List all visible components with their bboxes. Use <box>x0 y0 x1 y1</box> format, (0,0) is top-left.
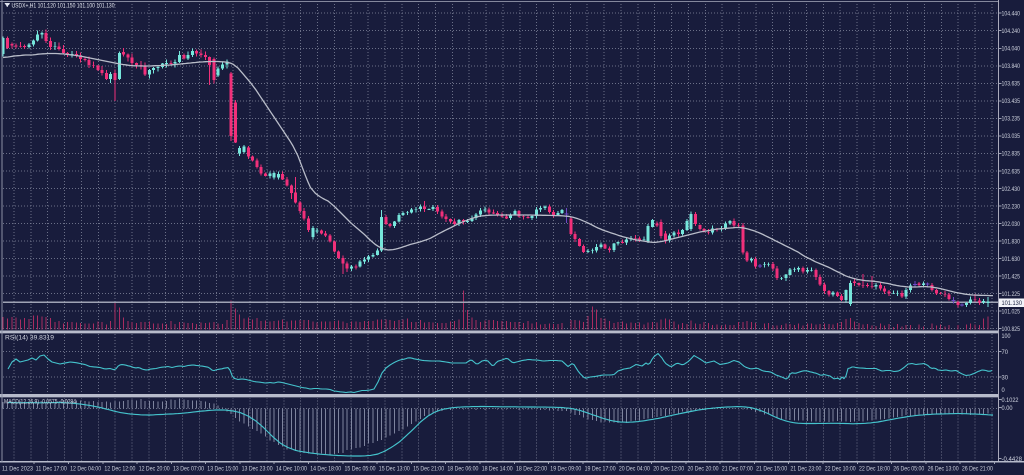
svg-text:26 Dec 05:00: 26 Dec 05:00 <box>893 466 924 473</box>
svg-text:22 Dec 10:00: 22 Dec 10:00 <box>825 466 856 473</box>
svg-text:-0.4428: -0.4428 <box>1002 456 1023 463</box>
svg-text:101.830: 101.830 <box>1002 238 1021 245</box>
svg-text:20 Dec 04:00: 20 Dec 04:00 <box>619 466 650 473</box>
svg-text:103.635: 103.635 <box>1002 81 1021 88</box>
svg-text:12 Dec 04:00: 12 Dec 04:00 <box>70 466 101 473</box>
svg-text:RSI(14) 39.8319: RSI(14) 39.8319 <box>5 334 54 341</box>
svg-text:100.825: 100.825 <box>1002 326 1021 333</box>
svg-text:18 Dec 22:00: 18 Dec 22:00 <box>516 466 547 473</box>
svg-text:102.835: 102.835 <box>1002 151 1021 158</box>
svg-text:11 Dec 17:00: 11 Dec 17:00 <box>36 466 67 473</box>
svg-text:13 Dec 23:00: 13 Dec 23:00 <box>242 466 273 473</box>
svg-text:101.025: 101.025 <box>1002 309 1021 316</box>
svg-text:26 Dec 13:00: 26 Dec 13:00 <box>928 466 959 473</box>
svg-text:14 Dec 10:00: 14 Dec 10:00 <box>276 466 307 473</box>
svg-text:21 Dec 07:00: 21 Dec 07:00 <box>722 466 753 473</box>
svg-text:13 Dec 15:00: 13 Dec 15:00 <box>207 466 238 473</box>
svg-text:102.030: 102.030 <box>1002 221 1021 228</box>
svg-text:101.130: 101.130 <box>1002 300 1023 307</box>
svg-text:104.240: 104.240 <box>1002 28 1021 35</box>
svg-text:104.040: 104.040 <box>1002 46 1021 53</box>
svg-text:101.425: 101.425 <box>1002 274 1021 281</box>
svg-text:15 Dec 13:00: 15 Dec 13:00 <box>379 466 410 473</box>
svg-text:103.035: 103.035 <box>1002 133 1021 140</box>
svg-text:12 Dec 12:00: 12 Dec 12:00 <box>104 466 135 473</box>
svg-text:21 Dec 15:00: 21 Dec 15:00 <box>756 466 787 473</box>
svg-text:101.630: 101.630 <box>1002 256 1021 263</box>
svg-text:19 Dec 17:00: 19 Dec 17:00 <box>585 466 616 473</box>
svg-text:0: 0 <box>1002 387 1005 394</box>
svg-text:15 Dec 21:00: 15 Dec 21:00 <box>413 466 444 473</box>
svg-text:14 Dec 18:00: 14 Dec 18:00 <box>310 466 341 473</box>
svg-text:12 Dec 20:00: 12 Dec 20:00 <box>139 466 170 473</box>
svg-text:0.00: 0.00 <box>1002 405 1013 412</box>
svg-text:103.840: 103.840 <box>1002 63 1021 70</box>
svg-text:USDX+,H1 101.120 101.150 101.: USDX+,H1 101.120 101.150 101.100 101.130 <box>12 3 115 10</box>
svg-text:26 Dec 21:00: 26 Dec 21:00 <box>962 466 993 473</box>
svg-text:103.435: 103.435 <box>1002 98 1021 105</box>
svg-text:30: 30 <box>1002 374 1009 381</box>
svg-text:18 Dec 06:00: 18 Dec 06:00 <box>447 466 478 473</box>
svg-text:18 Dec 14:00: 18 Dec 14:00 <box>482 466 513 473</box>
svg-text:19 Dec 09:00: 19 Dec 09:00 <box>550 466 581 473</box>
svg-text:20 Dec 12:00: 20 Dec 12:00 <box>653 466 684 473</box>
svg-text:104.440: 104.440 <box>1002 11 1021 18</box>
svg-text:MACD(12,26,9) -0.0575 -0.0284: MACD(12,26,9) -0.0575 -0.0284 <box>4 400 77 406</box>
svg-text:20 Dec 20:00: 20 Dec 20:00 <box>688 466 719 473</box>
svg-text:103.235: 103.235 <box>1002 116 1021 123</box>
svg-text:11 Dec 2023: 11 Dec 2023 <box>2 466 33 473</box>
svg-text:101.225: 101.225 <box>1002 291 1021 298</box>
svg-text:70: 70 <box>1002 349 1009 356</box>
svg-text:102.230: 102.230 <box>1002 203 1021 210</box>
svg-text:15 Dec 05:00: 15 Dec 05:00 <box>345 466 376 473</box>
svg-text:0.1022: 0.1022 <box>1002 397 1019 404</box>
svg-text:13 Dec 07:00: 13 Dec 07:00 <box>173 466 204 473</box>
svg-text:22 Dec 18:00: 22 Dec 18:00 <box>859 466 890 473</box>
svg-text:21 Dec 23:00: 21 Dec 23:00 <box>790 466 821 473</box>
svg-text:102.430: 102.430 <box>1002 186 1021 193</box>
svg-text:100: 100 <box>1002 333 1011 340</box>
svg-text:102.635: 102.635 <box>1002 168 1021 175</box>
